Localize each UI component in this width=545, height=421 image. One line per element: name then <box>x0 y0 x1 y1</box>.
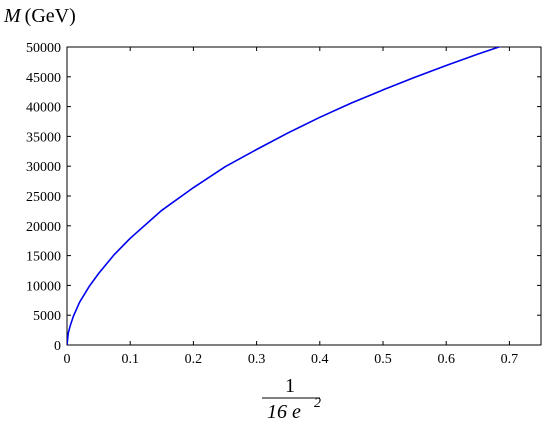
y-tick-label: 25000 <box>26 190 61 205</box>
y-tick-label: 5000 <box>33 309 61 324</box>
y-tick-label: 30000 <box>26 160 61 175</box>
y-tick-label: 35000 <box>26 130 61 145</box>
y-tick-label: 10000 <box>26 279 61 294</box>
y-tick-label: 45000 <box>26 71 61 86</box>
y-axis-label: M (GeV) <box>3 5 76 27</box>
line <box>67 47 502 345</box>
x-axis-label: 1 16 e 2 <box>262 375 321 421</box>
plot-frame <box>66 46 542 346</box>
y-tick-label: 15000 <box>26 250 61 265</box>
x-tick-label: 0.3 <box>248 352 266 367</box>
x-tick-label: 0.6 <box>437 352 455 367</box>
y-label-symbol: M <box>3 5 22 27</box>
x-label-exponent: 2 <box>314 396 321 411</box>
y-tick-label: 50000 <box>26 41 61 56</box>
y-tick-label: 0 <box>54 339 61 354</box>
x-tick-label: 0.2 <box>185 352 203 367</box>
y-tick-label: 20000 <box>26 220 61 235</box>
x-tick-label: 0.5 <box>374 352 392 367</box>
x-label-denominator: 16 e <box>267 401 301 421</box>
y-tick-label: 40000 <box>26 101 61 116</box>
y-label-unit: (GeV) <box>25 5 76 27</box>
x-tick-label: 0.7 <box>501 352 519 367</box>
x-tick-label: 0 <box>64 352 71 367</box>
x-label-numerator: 1 <box>285 375 295 397</box>
x-tick-label: 0.4 <box>311 352 329 367</box>
x-tick-label: 0.1 <box>121 352 139 367</box>
